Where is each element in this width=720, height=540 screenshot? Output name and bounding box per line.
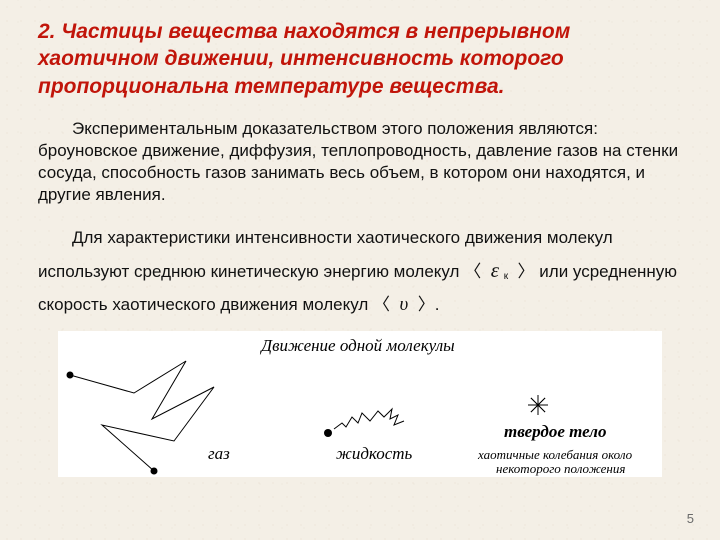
nbsp2 [499, 262, 504, 281]
angle-bracket-right: 〉 [518, 262, 535, 281]
angle-bracket-right-2: 〉 [418, 295, 435, 314]
molecule-motion-figure: Движение одной молекулы газ жидкость твердо… [58, 331, 662, 477]
nbsp3 [508, 262, 513, 281]
velocity-symbol: υ [399, 294, 408, 315]
epsilon-symbol: ε [491, 258, 499, 282]
paragraph-evidence: Экспериментальным доказательством этого … [38, 118, 682, 206]
angle-bracket-left: 〈 [464, 262, 481, 281]
paragraph-kinetic: Для характеристики интенсивности хаотиче… [38, 224, 682, 321]
figure-svg: Движение одной молекулы газ жидкость твердо… [58, 331, 658, 477]
svg-text:некоторого положения: некоторого положения [496, 461, 625, 476]
epsilon-subscript: к [504, 271, 508, 282]
p2-end: . [435, 295, 440, 314]
nbsp5 [408, 295, 413, 314]
svg-text:жидкость: жидкость [336, 444, 413, 463]
page-number: 5 [687, 511, 694, 526]
section-heading: 2. Частицы вещества находятся в непрерыв… [38, 18, 682, 100]
svg-text:хаотичные колебания около: хаотичные колебания около [477, 447, 633, 462]
angle-bracket-left-2: 〈 [373, 295, 390, 314]
svg-text:газ: газ [208, 444, 230, 463]
svg-text:твердое тело: твердое тело [504, 422, 607, 441]
svg-text:Движение одной молекулы: Движение одной молекулы [259, 336, 454, 355]
slide: 2. Частицы вещества находятся в непрерыв… [0, 0, 720, 540]
